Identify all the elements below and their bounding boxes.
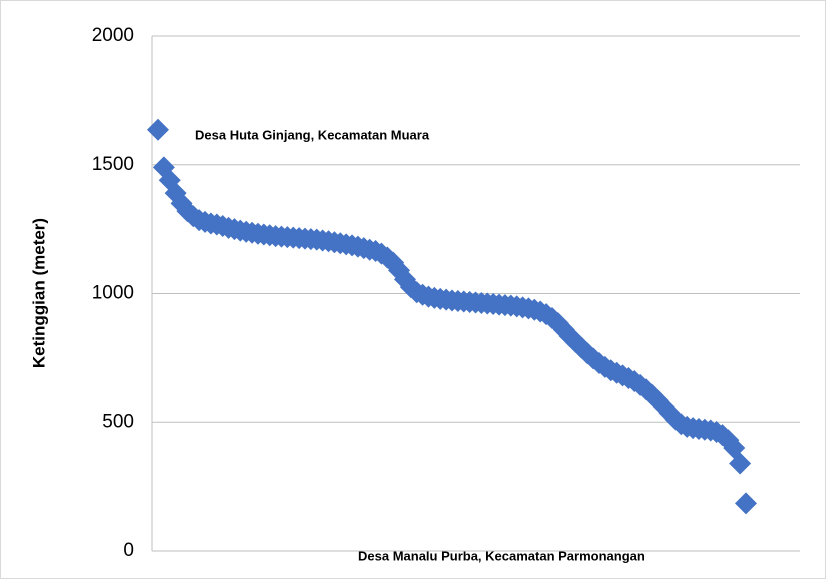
y-tick-label: 0 [123,540,134,561]
y-axis-label: Ketinggian (meter) [29,218,48,368]
point [147,118,169,141]
y-tick-label: 1000 [92,283,134,304]
point [735,492,757,515]
y-tick-label: 2000 [92,25,134,46]
annotation: Desa Manalu Purba, Kecamatan Parmonangan [358,548,645,563]
y-tick-label: 500 [102,411,134,432]
point [729,452,752,475]
annotation: Desa Huta Ginjang, Kecamatan Muara [195,127,430,142]
y-tick-label: 1500 [92,154,134,175]
